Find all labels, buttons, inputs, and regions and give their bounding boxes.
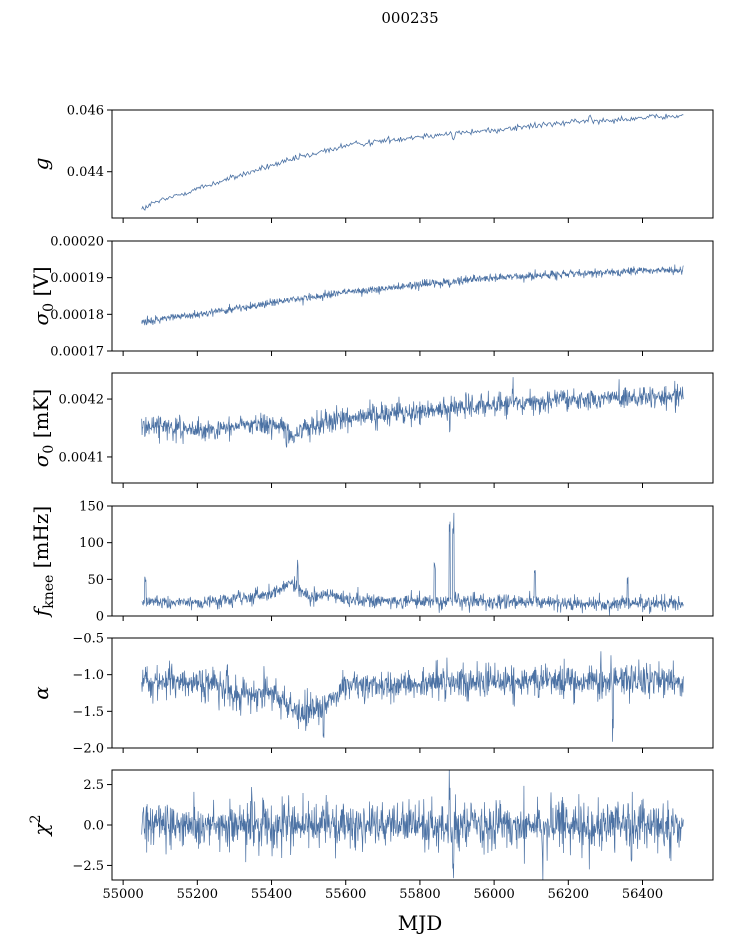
series-line-alpha bbox=[141, 651, 684, 742]
axes-frame-fknee bbox=[111, 505, 714, 617]
y-tick-label-fknee: 150 bbox=[79, 500, 104, 515]
series-line-fknee bbox=[141, 512, 684, 616]
series-line-g bbox=[141, 113, 684, 211]
axes-frame-sigma0-mk bbox=[111, 372, 714, 484]
series-line-sigma0-v bbox=[141, 264, 684, 326]
y-axis-label-chi2: χ2 bbox=[28, 814, 53, 837]
y-tick-label-g: 0.046 bbox=[67, 104, 104, 119]
axes-frame-g bbox=[111, 109, 714, 219]
panels: 0.0440.046g0.000170.000180.000190.00020σ… bbox=[28, 104, 714, 902]
x-tick-label: 56400 bbox=[622, 887, 663, 902]
y-axis-label-unit: [mK] bbox=[29, 389, 53, 445]
y-tick-label-fknee: 50 bbox=[87, 573, 104, 588]
y-tick-label-alpha: −0.5 bbox=[72, 632, 104, 647]
y-tick-label-sigma0-v: 0.00020 bbox=[50, 235, 104, 250]
y-tick-label-chi2: 2.5 bbox=[83, 778, 104, 793]
y-tick-label-g: 0.044 bbox=[67, 165, 104, 180]
y-tick-label-fknee: 0 bbox=[96, 610, 104, 625]
series-line-chi2 bbox=[141, 770, 684, 880]
y-axis-label-alpha: α bbox=[29, 686, 53, 700]
x-tick-label: 55800 bbox=[399, 887, 440, 902]
y-axis-label-symbol: σ bbox=[29, 452, 53, 467]
y-axis-label-subscript: 0 bbox=[41, 303, 57, 312]
panel-fknee: 0 50 100 150 fknee [mHz] bbox=[29, 500, 714, 625]
y-axis-label-symbol: α bbox=[29, 686, 53, 700]
x-tick-label: 55200 bbox=[177, 887, 218, 902]
panel-chi2: −2.5 0.0 2.5 55000 55200 55400 55600 55800 56000… bbox=[28, 769, 714, 902]
y-tick-label-chi2: −2.5 bbox=[72, 859, 104, 874]
chart-title: 000235 bbox=[381, 9, 438, 27]
y-axis-label-unit: [V] bbox=[29, 267, 53, 303]
y-tick-label-alpha: −1.5 bbox=[72, 705, 104, 720]
y-axis-label-g: g bbox=[29, 158, 53, 171]
y-axis-label-sigma0-v: σ0 [V] bbox=[29, 267, 57, 326]
y-axis-label-subscript: knee bbox=[41, 575, 57, 609]
y-axis-label-unit: [mHz] bbox=[29, 506, 53, 575]
x-tick-label: 56000 bbox=[473, 887, 514, 902]
y-tick-label-sigma0-mk: 0.0042 bbox=[59, 393, 105, 408]
y-tick-label-fknee: 100 bbox=[79, 536, 104, 551]
panel-sigma0-v: 0.00017 0.00018 0.00019 0.00020 σ0 [V] bbox=[29, 235, 714, 360]
y-axis-label-sigma0-mk: σ0 [mK] bbox=[29, 389, 57, 467]
axes-frame-alpha bbox=[111, 637, 714, 749]
series-line-sigma0-mk bbox=[141, 377, 684, 448]
y-tick-label-sigma0-mk: 0.0041 bbox=[59, 450, 105, 465]
y-tick-label-chi2: 0.0 bbox=[83, 819, 104, 834]
y-tick-label-sigma0-v: 0.00019 bbox=[50, 271, 104, 286]
y-axis-label-symbol: σ bbox=[29, 310, 53, 325]
x-tick-label: 56200 bbox=[548, 887, 589, 902]
y-tick-label-sigma0-v: 0.00018 bbox=[50, 308, 104, 323]
y-axis-label-symbol: χ bbox=[29, 822, 53, 838]
x-axis-label: MJD bbox=[398, 911, 443, 935]
y-tick-label-alpha: −1.0 bbox=[72, 668, 104, 683]
x-tick-label: 55000 bbox=[102, 887, 143, 902]
y-axis-label-symbol: g bbox=[29, 158, 53, 171]
panel-g: 0.044 0.046 g bbox=[29, 104, 714, 223]
y-axis-label-fknee: fknee [mHz] bbox=[29, 506, 57, 618]
axes-frame-sigma0-v bbox=[111, 240, 714, 352]
y-axis-label-superscript: 2 bbox=[28, 814, 44, 823]
y-tick-label-alpha: −2.0 bbox=[72, 742, 104, 757]
y-tick-label-sigma0-v: 0.00017 bbox=[50, 345, 104, 360]
x-tick-label: 55600 bbox=[325, 887, 366, 902]
x-tick-label: 55400 bbox=[251, 887, 292, 902]
y-axis-label-subscript: 0 bbox=[41, 445, 57, 454]
panel-alpha: −2.0 −1.5 −1.0 −0.5 α bbox=[29, 632, 714, 757]
